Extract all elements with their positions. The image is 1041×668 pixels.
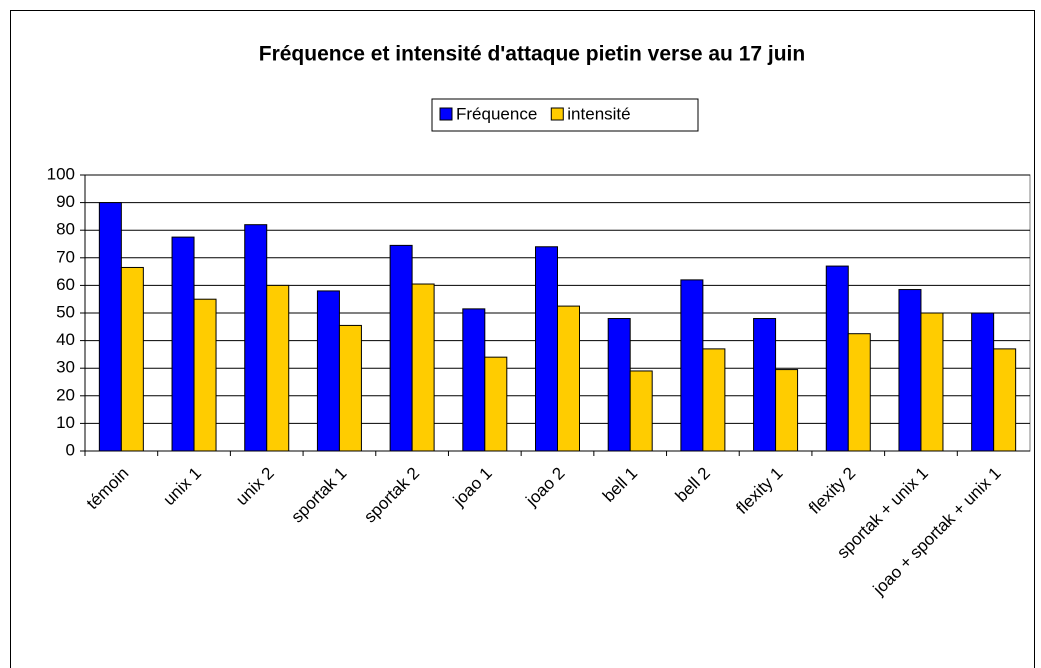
y-tick-label: 80 — [56, 220, 75, 239]
bar — [993, 348, 1017, 452]
y-tick-label: 0 — [66, 440, 75, 459]
y-tick-label: 90 — [56, 192, 75, 211]
bar — [607, 318, 631, 452]
bar — [411, 283, 435, 452]
bar — [98, 202, 122, 452]
bar — [484, 356, 508, 452]
bar — [753, 318, 777, 452]
bar — [971, 312, 995, 452]
bar — [266, 284, 290, 452]
chart-title: Fréquence et intensité d'attaque pietin … — [259, 43, 805, 66]
bar — [244, 224, 268, 452]
bar — [316, 290, 340, 452]
y-tick-label: 10 — [56, 413, 75, 432]
y-tick-label: 100 — [47, 164, 75, 183]
bar — [775, 369, 799, 452]
bar — [535, 246, 558, 452]
legend-box — [431, 98, 699, 132]
bar — [120, 266, 144, 452]
y-tick-label: 70 — [56, 247, 75, 266]
y-tick-label: 40 — [56, 330, 75, 349]
y-tick-label: 30 — [56, 358, 75, 377]
bar — [338, 324, 362, 452]
bar — [680, 279, 704, 452]
bar — [825, 265, 849, 452]
bar — [898, 289, 922, 452]
y-tick-label: 60 — [56, 275, 75, 294]
bar — [171, 236, 195, 452]
legend-label: Fréquence — [456, 104, 537, 123]
legend-swatch — [550, 107, 564, 121]
bar — [920, 312, 944, 452]
bar — [462, 308, 486, 452]
bar — [847, 333, 871, 452]
legend-swatch — [439, 107, 453, 121]
bar — [702, 348, 726, 452]
bar — [557, 305, 580, 452]
y-tick-label: 20 — [56, 385, 75, 404]
y-tick-label: 50 — [56, 302, 75, 321]
bar — [629, 370, 653, 452]
bar — [389, 244, 413, 452]
legend-label: intensité — [567, 104, 630, 123]
bar — [193, 298, 217, 452]
